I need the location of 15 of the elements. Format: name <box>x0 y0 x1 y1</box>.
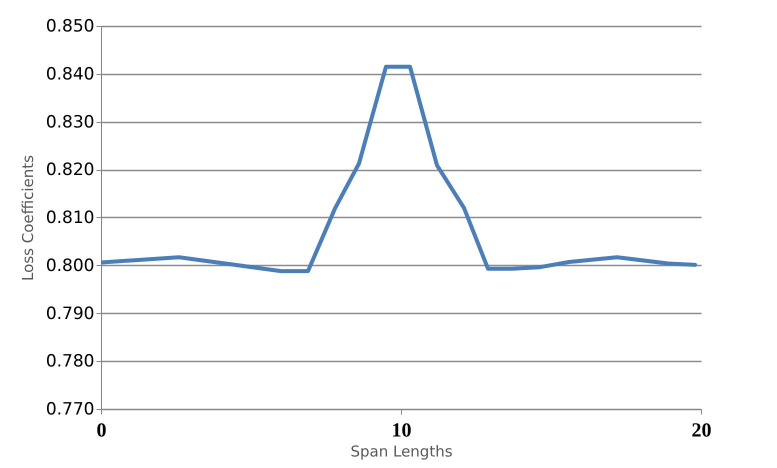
x-tick-label: 0 <box>96 420 106 442</box>
y-axis-title: Loss Coefficients <box>18 154 37 281</box>
y-tick-label: 0.810 <box>46 208 94 228</box>
line-series <box>101 64 697 274</box>
x-tick-label: 10 <box>392 420 412 442</box>
y-tick-label: 0.780 <box>46 352 94 372</box>
y-tick-label: 0.830 <box>46 112 94 132</box>
y-tick-label: 0.840 <box>46 64 94 84</box>
y-tick-label: 0.770 <box>46 400 94 420</box>
y-tick-label: 0.850 <box>46 16 94 36</box>
x-tick-label: 20 <box>692 420 712 442</box>
y-tick-label: 0.820 <box>46 160 94 180</box>
y-tick-label: 0.790 <box>46 304 94 324</box>
y-tick-label: 0.800 <box>46 256 94 276</box>
x-axis-title: Span Lengths <box>350 442 453 460</box>
